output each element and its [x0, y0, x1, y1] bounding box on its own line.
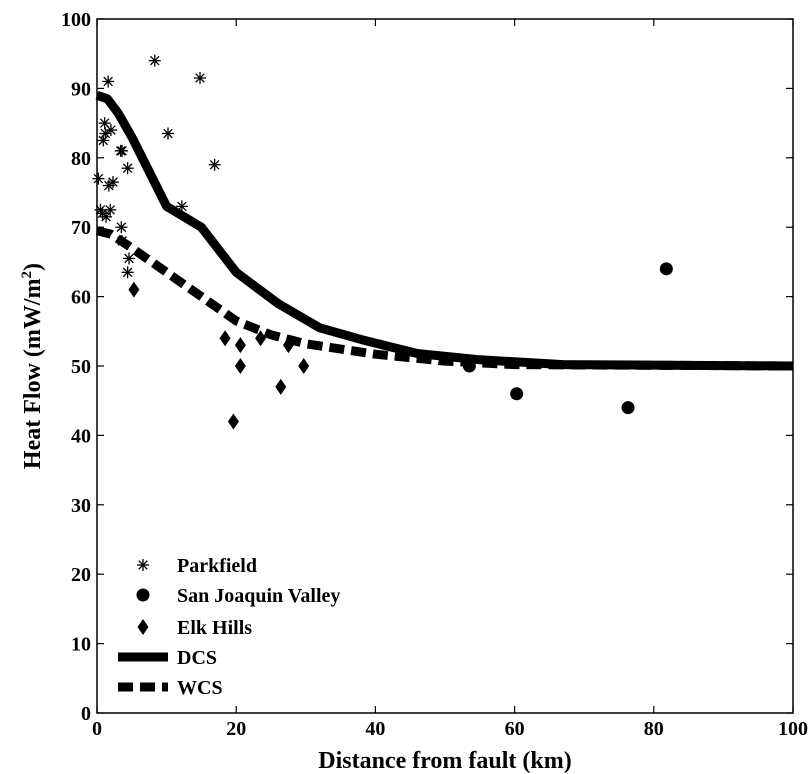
san-joaquin-valley-point: [659, 262, 673, 276]
elk-hills-point: [282, 337, 294, 354]
parkfield-point: [104, 124, 117, 137]
parkfield-point: [97, 134, 110, 147]
legend-circle-marker: [136, 588, 150, 602]
y-tick-label: 90: [71, 78, 91, 100]
x-axis-title: Distance from fault (km): [318, 748, 572, 774]
x-tick-label: 20: [226, 718, 246, 740]
y-axis-title-end: ): [20, 263, 46, 271]
legend-diamond: [137, 619, 149, 635]
parkfield-point: [107, 176, 120, 189]
parkfield-point: [92, 172, 105, 185]
x-tick-label: 40: [365, 718, 385, 740]
san-joaquin-valley-point: [621, 401, 635, 415]
parkfield-point: [194, 71, 207, 84]
parkfield-point: [175, 200, 188, 213]
y-tick-label: 80: [71, 148, 91, 170]
legend-item-elk-hills: Elk Hills: [137, 617, 252, 639]
elk-hills-point: [227, 413, 239, 430]
parkfield-point: [100, 210, 113, 223]
y-tick-label: 40: [71, 425, 91, 447]
legend-item-wcs: WCS: [118, 677, 223, 699]
x-tick-label: 100: [778, 718, 808, 740]
y-tick-label: 20: [71, 564, 91, 586]
y-tick-label: 70: [71, 217, 91, 239]
parkfield-point: [115, 221, 128, 234]
elk-hills-point: [275, 378, 287, 395]
x-tick-label: 0: [92, 718, 102, 740]
x-tick-label: 60: [505, 718, 525, 740]
legend-label-wcs: WCS: [177, 677, 223, 699]
legend: Parkfield San Joaquin Valley Elk Hills D…: [118, 555, 340, 699]
parkfield-point: [121, 266, 134, 279]
elk-hills-point: [234, 358, 246, 374]
y-tick-label: 10: [71, 634, 91, 656]
legend-diamond-marker: [137, 619, 149, 635]
parkfield-point: [116, 235, 129, 248]
y-tick-label: 0: [81, 703, 91, 725]
tick-labels: 0 20 40 60 80 100 0 10 20 30 40 50 60 70 80 90 100: [61, 9, 808, 740]
legend-item-dcs: DCS: [118, 647, 217, 669]
elk-hills-point: [298, 358, 310, 374]
y-tick-label: 30: [71, 495, 91, 517]
legend-label-parkfield: Parkfield: [177, 555, 257, 577]
elk-hills-point: [234, 337, 246, 354]
parkfield-point: [148, 54, 161, 67]
legend-circle: [136, 588, 150, 602]
legend-label-san-joaquin-valley: San Joaquin Valley: [177, 585, 340, 607]
dcs-line: [95, 91, 794, 371]
y-tick-label: 100: [61, 9, 91, 31]
parkfield-point: [208, 158, 221, 171]
y-axis-title: Heat Flow (mW/m2): [19, 263, 46, 469]
parkfield-point: [102, 75, 115, 88]
elk-hills-point: [128, 281, 140, 298]
parkfield-point: [121, 162, 134, 175]
x-tick-label: 80: [644, 718, 664, 740]
y-tick-label: 50: [71, 356, 91, 378]
legend-asterisk: [137, 559, 149, 571]
legend-item-parkfield: Parkfield: [137, 555, 257, 577]
y-axis-title-superscript: 2: [19, 271, 35, 279]
wcs-line: [95, 226, 794, 371]
legend-label-dcs: DCS: [177, 647, 217, 669]
elk-hills-point: [255, 330, 267, 347]
y-tick-label: 60: [71, 287, 91, 309]
san-joaquin-valley-point: [462, 359, 476, 373]
y-axis-title-main: Heat Flow (mW/m: [20, 278, 46, 469]
parkfield-point: [116, 144, 129, 157]
legend-item-san-joaquin-valley: San Joaquin Valley: [136, 585, 340, 607]
parkfield-point: [104, 203, 117, 216]
legend-label-elk-hills: Elk Hills: [177, 617, 252, 639]
parkfield-point: [161, 127, 174, 140]
series-markers: [92, 54, 673, 430]
parkfield-point: [123, 252, 136, 265]
legend-asterisk-marker: [137, 559, 149, 571]
series-lines: [95, 91, 794, 371]
san-joaquin-valley-point: [510, 387, 524, 401]
elk-hills-point: [219, 330, 231, 347]
